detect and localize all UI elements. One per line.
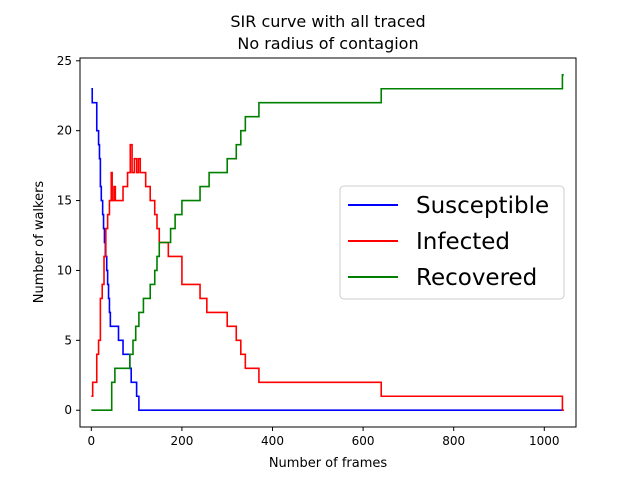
x-axis-label: Number of frames xyxy=(269,456,388,471)
y-tick-label: 5 xyxy=(64,333,72,347)
series-layer xyxy=(91,73,564,412)
series-line-infected xyxy=(91,143,564,412)
x-tick-label: 1000 xyxy=(529,434,560,448)
legend-label-infected: Infected xyxy=(416,229,510,255)
y-axis-label: Number of walkers xyxy=(32,181,47,304)
x-tick-label: 0 xyxy=(88,434,96,448)
chart-subtitle: No radius of contagion xyxy=(237,34,418,53)
y-ticks: 0 5 10 15 20 25 xyxy=(57,54,80,417)
x-tick-label: 400 xyxy=(261,434,284,448)
y-tick-label: 20 xyxy=(57,124,72,138)
y-tick-label: 15 xyxy=(57,194,72,208)
legend-label-susceptible: Susceptible xyxy=(416,193,549,219)
series-line-recovered xyxy=(91,73,564,412)
legend-box xyxy=(339,185,565,300)
plot-frame xyxy=(79,57,577,428)
y-tick-label: 0 xyxy=(64,403,72,417)
x-tick-label: 200 xyxy=(170,434,193,448)
x-ticks: 0 200 400 600 800 1000 xyxy=(88,427,560,448)
y-tick-label: 10 xyxy=(57,263,72,277)
x-tick-label: 800 xyxy=(442,434,465,448)
chart-title: SIR curve with all traced xyxy=(230,12,425,31)
y-tick-label: 25 xyxy=(57,54,72,68)
x-tick-label: 600 xyxy=(352,434,375,448)
legend: Susceptible Infected Recovered xyxy=(339,185,565,300)
legend-label-recovered: Recovered xyxy=(416,265,537,291)
